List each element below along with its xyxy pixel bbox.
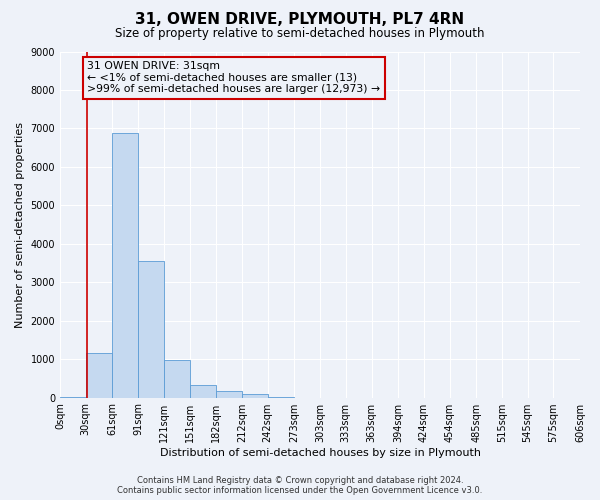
Text: Size of property relative to semi-detached houses in Plymouth: Size of property relative to semi-detach… xyxy=(115,28,485,40)
Bar xyxy=(242,394,268,398)
Text: Contains HM Land Registry data © Crown copyright and database right 2024.
Contai: Contains HM Land Registry data © Crown c… xyxy=(118,476,482,495)
Bar xyxy=(190,384,216,398)
Bar xyxy=(86,353,112,398)
Bar xyxy=(138,261,164,398)
Y-axis label: Number of semi-detached properties: Number of semi-detached properties xyxy=(15,122,25,328)
X-axis label: Distribution of semi-detached houses by size in Plymouth: Distribution of semi-detached houses by … xyxy=(160,448,481,458)
Bar xyxy=(164,360,190,398)
Text: 31 OWEN DRIVE: 31sqm
← <1% of semi-detached houses are smaller (13)
>99% of semi: 31 OWEN DRIVE: 31sqm ← <1% of semi-detac… xyxy=(88,61,380,94)
Bar xyxy=(216,392,242,398)
Bar xyxy=(112,134,138,398)
Text: 31, OWEN DRIVE, PLYMOUTH, PL7 4RN: 31, OWEN DRIVE, PLYMOUTH, PL7 4RN xyxy=(136,12,464,28)
